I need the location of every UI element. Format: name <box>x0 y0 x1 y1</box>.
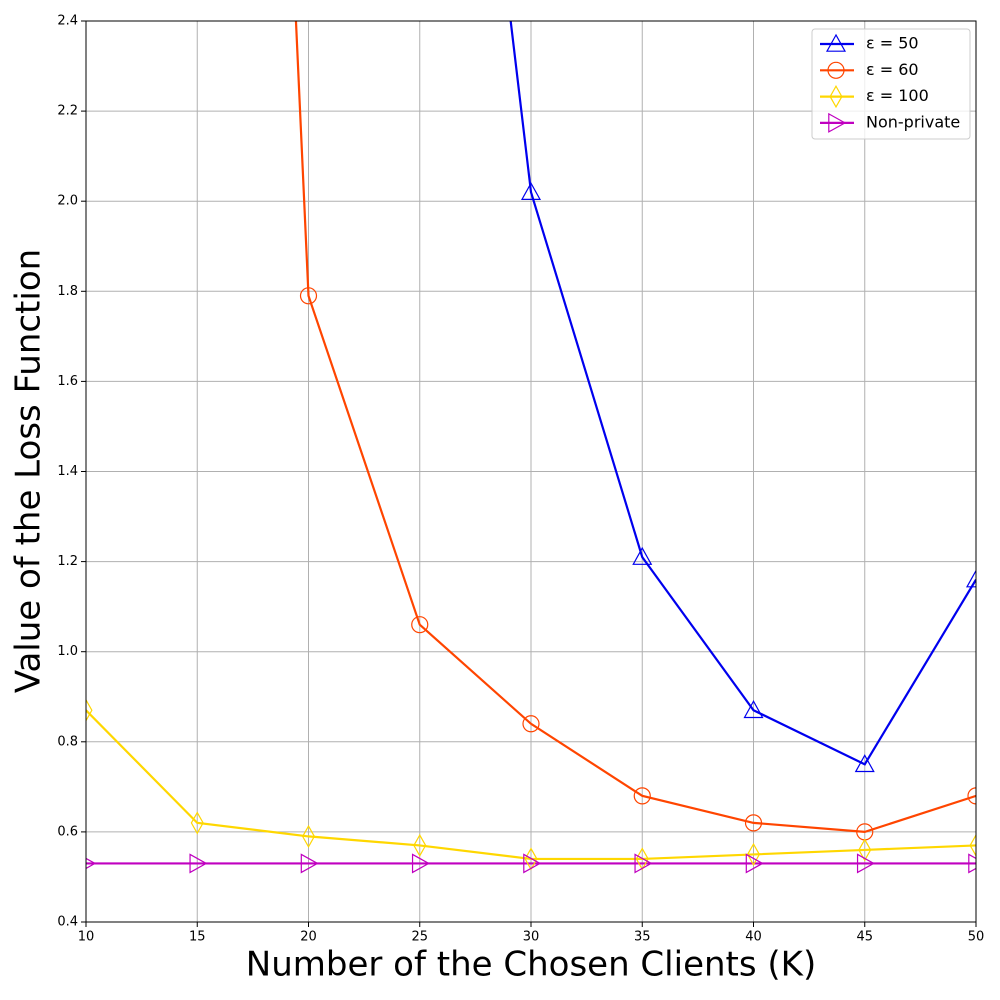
legend-marker <box>828 112 847 133</box>
data-point <box>743 700 764 719</box>
y-tick-label: 1.8 <box>57 284 78 299</box>
data-point <box>635 847 649 871</box>
data-point <box>300 853 319 874</box>
y-tick-label: 1.4 <box>57 464 78 479</box>
data-point <box>969 833 976 857</box>
legend-label: ε = 100 <box>866 86 929 105</box>
legend-marker <box>829 85 843 109</box>
data-point <box>520 181 542 200</box>
y-tick-label: 1.2 <box>57 554 78 569</box>
data-point <box>190 811 204 835</box>
legend-marker <box>825 33 847 52</box>
data-point <box>634 853 653 874</box>
data-point <box>633 787 651 805</box>
x-tick-label: 40 <box>745 930 762 945</box>
data-point <box>86 698 93 722</box>
legend: ε = 50 ε = 60 ε = 100 Non-private <box>811 28 971 140</box>
legend-label: ε = 50 <box>866 34 919 53</box>
data-point <box>523 853 542 874</box>
data-point <box>744 814 763 832</box>
data-point <box>632 546 653 565</box>
data-point <box>965 569 976 588</box>
data-point <box>745 853 764 874</box>
y-tick-label: 0.4 <box>57 915 78 930</box>
data-point <box>522 715 540 733</box>
y-tick-label: 2.4 <box>57 14 78 29</box>
data-point <box>189 853 208 874</box>
x-tick-label: 45 <box>856 930 873 945</box>
data-point <box>856 853 875 874</box>
x-tick-label: 15 <box>189 930 206 945</box>
data-point <box>86 857 97 870</box>
y-tick-label: 2.0 <box>57 194 78 209</box>
legend-label: ε = 60 <box>866 60 919 79</box>
data-point <box>858 838 872 862</box>
y-tick-label: 1.6 <box>57 374 78 389</box>
y-tick-label: 0.6 <box>57 824 78 839</box>
x-tick-label: 20 <box>300 930 317 945</box>
data-point <box>413 833 427 857</box>
legend-label: Non-private <box>866 112 960 131</box>
data-point <box>301 824 316 848</box>
x-tick-label: 25 <box>411 930 428 945</box>
data-point <box>967 787 976 805</box>
data-point <box>524 847 538 871</box>
y-axis-label: Value of the Loss Function <box>9 249 49 693</box>
x-tick-label: 30 <box>523 930 540 945</box>
y-tick-label: 2.2 <box>57 104 78 119</box>
data-point <box>299 287 318 305</box>
x-tick-label: 10 <box>78 930 95 945</box>
x-tick-label: 35 <box>634 930 651 945</box>
plot-area <box>86 21 976 874</box>
legend-box <box>811 28 971 140</box>
data-point <box>411 616 429 634</box>
series-line <box>294 21 976 834</box>
series-line <box>509 21 976 766</box>
data-point <box>411 853 430 874</box>
y-tick-label: 1.0 <box>57 644 78 659</box>
data-point <box>854 754 875 773</box>
grid <box>85 20 977 923</box>
y-tick-label: 0.8 <box>57 734 78 749</box>
x-tick-label: 50 <box>968 930 985 945</box>
x-axis-label: Number of the Chosen Clients (K) <box>246 945 816 985</box>
data-point <box>968 853 976 874</box>
legend-marker <box>827 61 845 79</box>
data-point <box>746 842 761 866</box>
